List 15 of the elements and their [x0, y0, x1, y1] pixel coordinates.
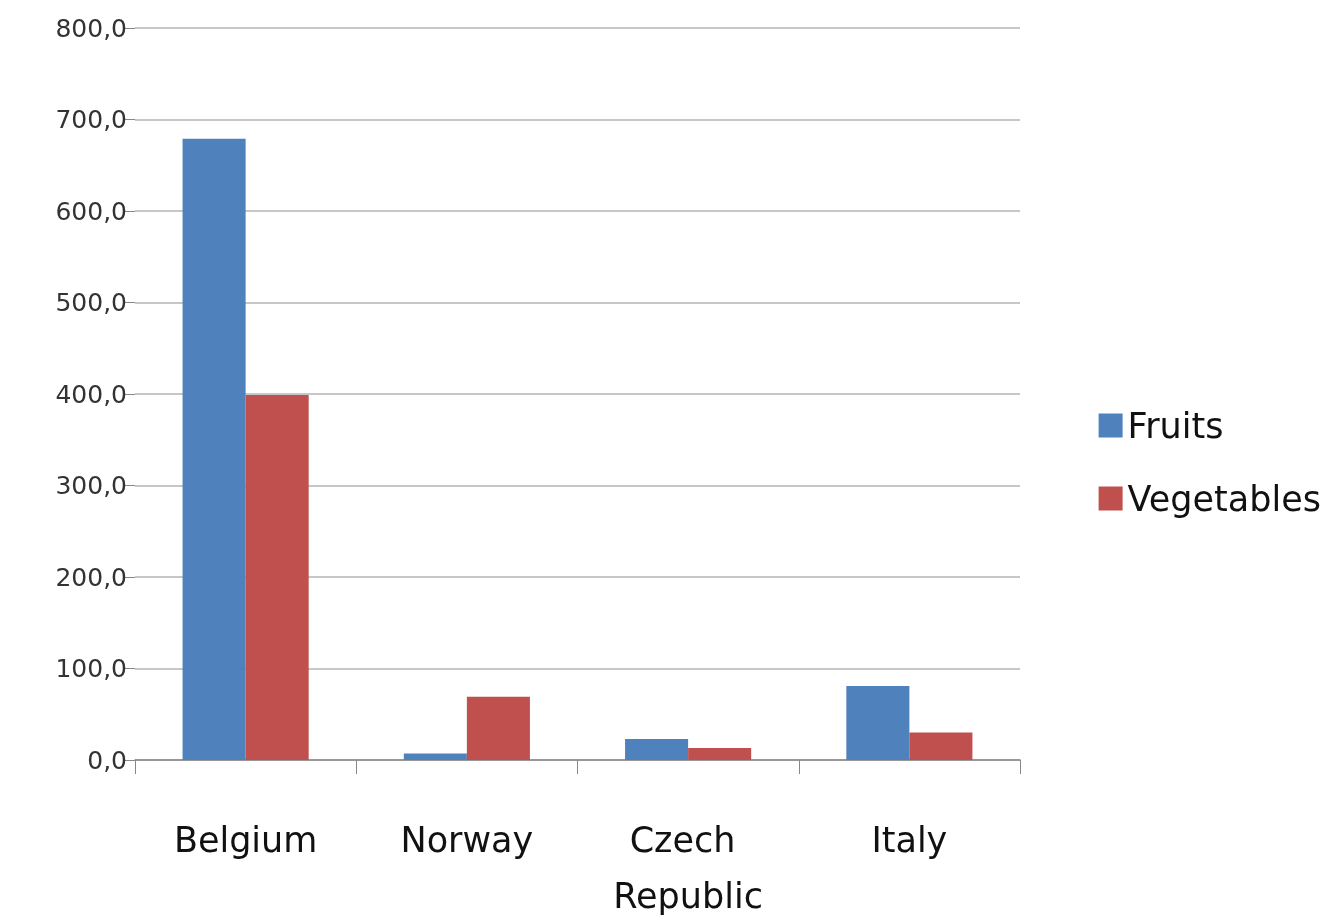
legend-label: Fruits [1127, 405, 1224, 446]
x-tick-label: Norway [400, 820, 534, 860]
x-tick-label: Italy [871, 820, 948, 860]
y-tick-label: 300,0 [55, 471, 127, 500]
y-tick-label: 0,0 [87, 745, 127, 775]
x-tick-label: Czech Republic [613, 820, 763, 916]
y-tick-label: 600,0 [55, 196, 127, 226]
x-tick-label: Belgium [173, 820, 318, 860]
y-tick-label: 700,0 [55, 105, 127, 134]
y-tick-label: 200,0 [55, 562, 127, 592]
legend-label: Vegetables [1127, 478, 1321, 519]
y-tick-label: 400,0 [55, 379, 127, 409]
y-tick-label: 100,0 [55, 654, 127, 683]
y-tick-label: 800,0 [55, 13, 127, 43]
y-tick-label: 500,0 [55, 288, 127, 317]
